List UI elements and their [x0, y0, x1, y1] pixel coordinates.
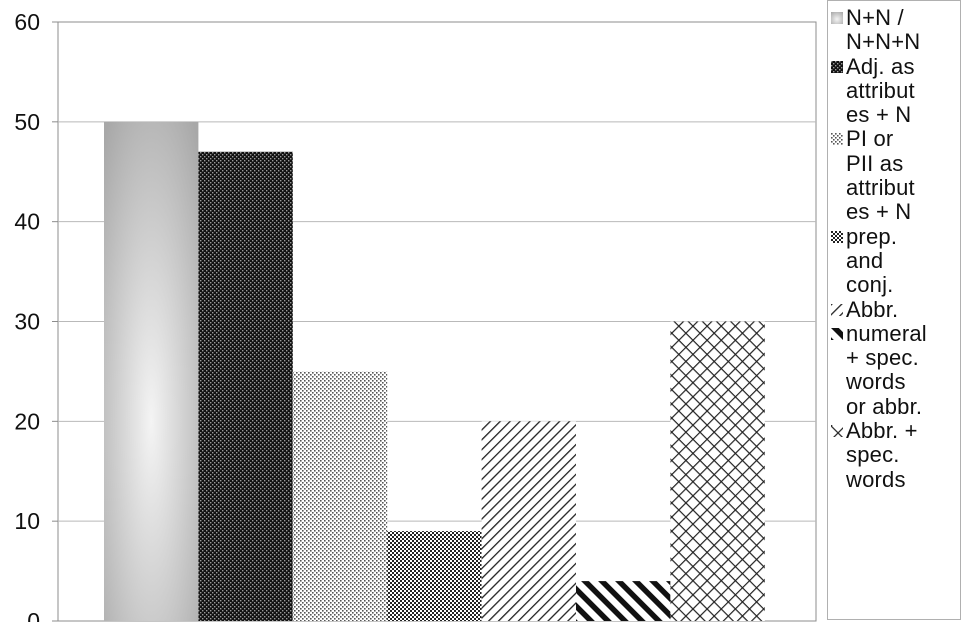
bar-7	[670, 321, 765, 621]
legend-swatch	[831, 12, 843, 24]
legend: N+N / N+N+N Adj. as attribut es + N PI or PII …	[827, 0, 961, 620]
legend-label: and	[846, 247, 884, 273]
bar-chart: 0 10 20 30 40 50 60	[14, 9, 817, 622]
legend-label: numeral	[846, 320, 927, 346]
legend-label: PI or	[846, 126, 894, 152]
legend-item: Abbr. + spec. words	[831, 418, 960, 492]
legend-label: words	[846, 369, 906, 395]
legend-label: es + N	[846, 102, 912, 128]
legend-label: prep.	[846, 223, 898, 249]
y-tick-label: 20	[14, 408, 40, 434]
legend-item: PI or PII as attribut es + N	[831, 126, 960, 225]
legend-swatch	[831, 133, 843, 146]
bar-1	[104, 121, 199, 622]
y-tick-label: 30	[14, 309, 40, 335]
y-tick-label: 60	[14, 9, 40, 35]
y-tick-label: 40	[14, 209, 40, 235]
legend-label: Abbr.	[846, 296, 899, 322]
legend-label: es + N	[846, 199, 912, 225]
y-axis-ticks: 0 10 20 30 40 50 60	[14, 9, 58, 622]
legend-swatch	[831, 60, 843, 73]
legend-label: words	[846, 466, 906, 492]
bars	[104, 121, 765, 622]
legend-label: spec.	[846, 442, 900, 468]
bar-5	[481, 421, 576, 621]
legend-label: attribut	[846, 77, 915, 103]
legend-label: PII as	[846, 150, 904, 176]
legend-label: N+N+N	[846, 29, 921, 55]
legend-item: Abbr.	[831, 296, 960, 322]
legend-item: Adj. as attribut es + N	[831, 53, 960, 128]
legend-swatch	[831, 230, 843, 243]
legend-swatch	[831, 303, 843, 316]
legend-label: attribut	[846, 175, 915, 201]
legend-item: prep. and conj.	[831, 223, 960, 298]
legend-label: N+N /	[846, 5, 904, 30]
legend-label: Adj. as	[846, 53, 915, 79]
legend-swatch	[831, 327, 843, 340]
legend-item: N+N / N+N+N	[831, 5, 960, 55]
legend-item: numeral + spec. words or abbr.	[831, 320, 960, 419]
legend-label: Abbr. +	[846, 418, 918, 444]
legend-label: or abbr.	[846, 393, 923, 419]
bar-6	[576, 581, 671, 621]
y-tick-label: 10	[14, 508, 40, 534]
legend-label: + spec.	[846, 345, 919, 371]
y-tick-label: 0	[27, 608, 40, 622]
legend-label: conj.	[846, 272, 894, 298]
bar-2	[198, 151, 293, 622]
y-tick-label: 50	[14, 109, 40, 135]
legend-swatch	[831, 425, 843, 438]
bar-4	[387, 531, 482, 621]
bar-3	[292, 371, 388, 621]
